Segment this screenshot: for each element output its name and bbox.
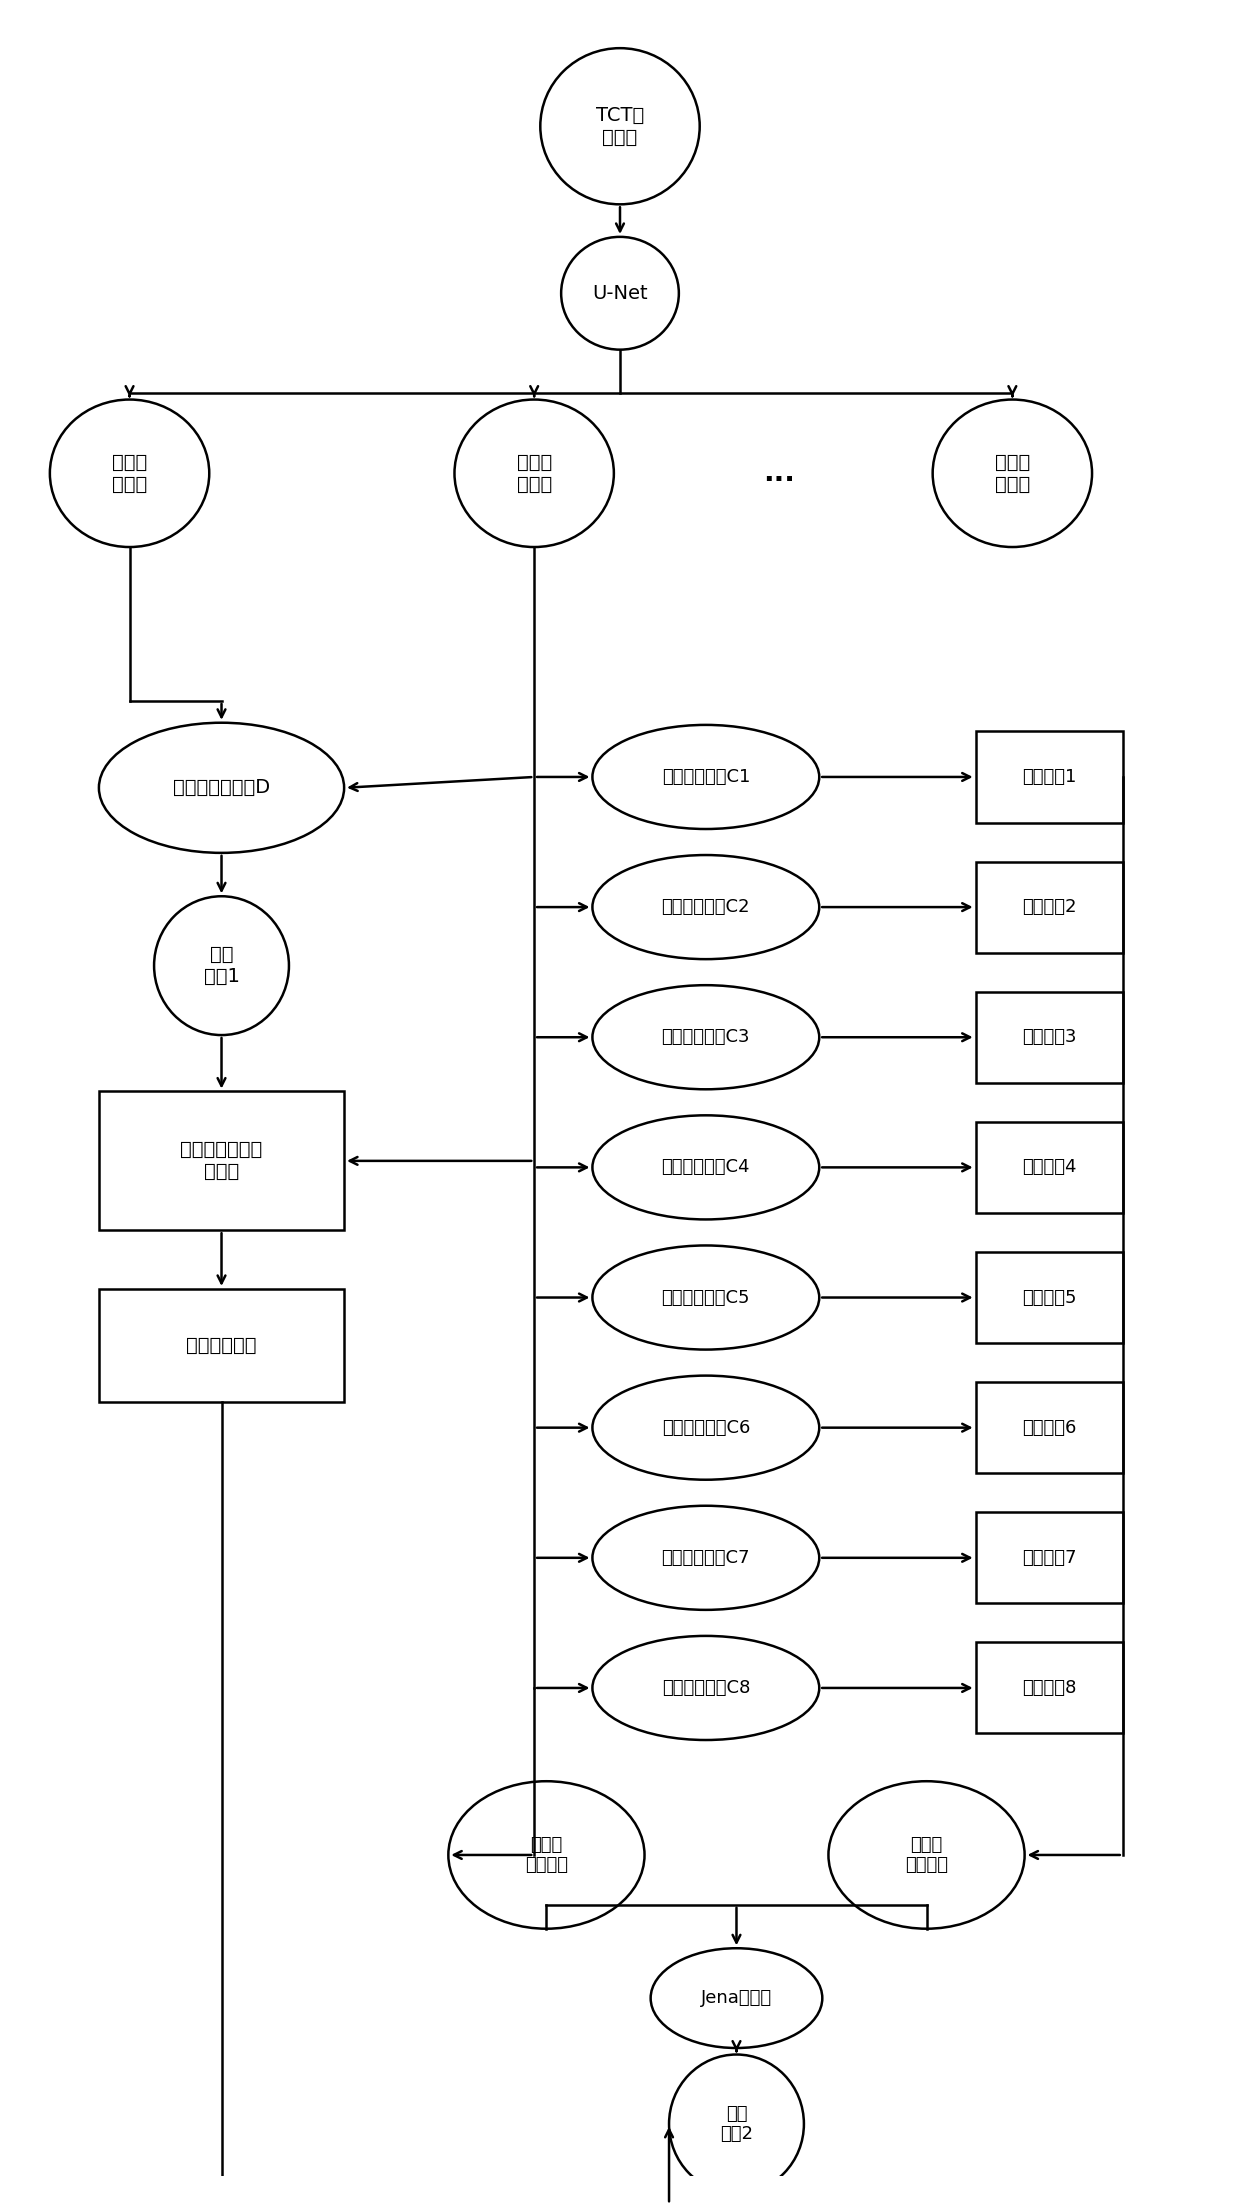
Text: 预测结果7: 预测结果7 [1022, 1548, 1076, 1568]
Text: 预测结果3: 预测结果3 [1022, 1028, 1076, 1045]
Text: 宫颈癌
筛查规则: 宫颈癌 筛查规则 [525, 1835, 568, 1874]
Bar [99, 1091, 345, 1230]
Bar [976, 1252, 1122, 1343]
Text: 预测结果4: 预测结果4 [1022, 1158, 1076, 1177]
Bar [99, 1290, 345, 1402]
Text: 单个细
胞图像: 单个细 胞图像 [112, 452, 148, 494]
Text: 计算两个结果的
置信度: 计算两个结果的 置信度 [180, 1140, 263, 1182]
Text: 子特征分类器C1: 子特征分类器C1 [662, 767, 750, 785]
Text: 预测结果2: 预测结果2 [1022, 897, 1076, 915]
Text: TCT切
片图像: TCT切 片图像 [596, 106, 644, 148]
Text: 目标特征聚类器D: 目标特征聚类器D [172, 778, 270, 798]
Bar [976, 1643, 1122, 1733]
Bar [976, 732, 1122, 822]
Text: 子特征分类器C2: 子特征分类器C2 [662, 897, 750, 915]
Text: 子特征分类器C4: 子特征分类器C4 [662, 1158, 750, 1177]
Text: 预测结果1: 预测结果1 [1022, 767, 1076, 785]
Text: 预测结果8: 预测结果8 [1022, 1678, 1076, 1698]
Text: 子特征分类器C6: 子特征分类器C6 [662, 1418, 750, 1438]
Text: 预测结果5: 预测结果5 [1022, 1288, 1076, 1308]
Text: ...: ... [764, 459, 795, 487]
Bar [976, 1513, 1122, 1603]
Text: 子特征分类器C8: 子特征分类器C8 [662, 1678, 750, 1698]
Text: 单个细
胞图像: 单个细 胞图像 [517, 452, 552, 494]
Text: 宫颈癌
筛查本体: 宫颈癌 筛查本体 [905, 1835, 949, 1874]
Bar [976, 1383, 1122, 1473]
Text: 子特征分类器C3: 子特征分类器C3 [662, 1028, 750, 1045]
Text: 子特征分类器C5: 子特征分类器C5 [662, 1288, 750, 1308]
Text: 子特征分类器C7: 子特征分类器C7 [662, 1548, 750, 1568]
Text: 单个细
胞图像: 单个细 胞图像 [994, 452, 1030, 494]
Text: Jena推理器: Jena推理器 [701, 1989, 773, 2007]
Bar [976, 862, 1122, 953]
Text: U-Net: U-Net [593, 284, 647, 302]
Bar [976, 1122, 1122, 1213]
Text: 预测结果6: 预测结果6 [1022, 1418, 1076, 1438]
Text: 分类
结果1: 分类 结果1 [203, 946, 239, 986]
Text: 分类
结果2: 分类 结果2 [720, 2104, 753, 2143]
Bar [976, 992, 1122, 1083]
Text: 分析处理结果: 分析处理结果 [186, 1336, 257, 1354]
